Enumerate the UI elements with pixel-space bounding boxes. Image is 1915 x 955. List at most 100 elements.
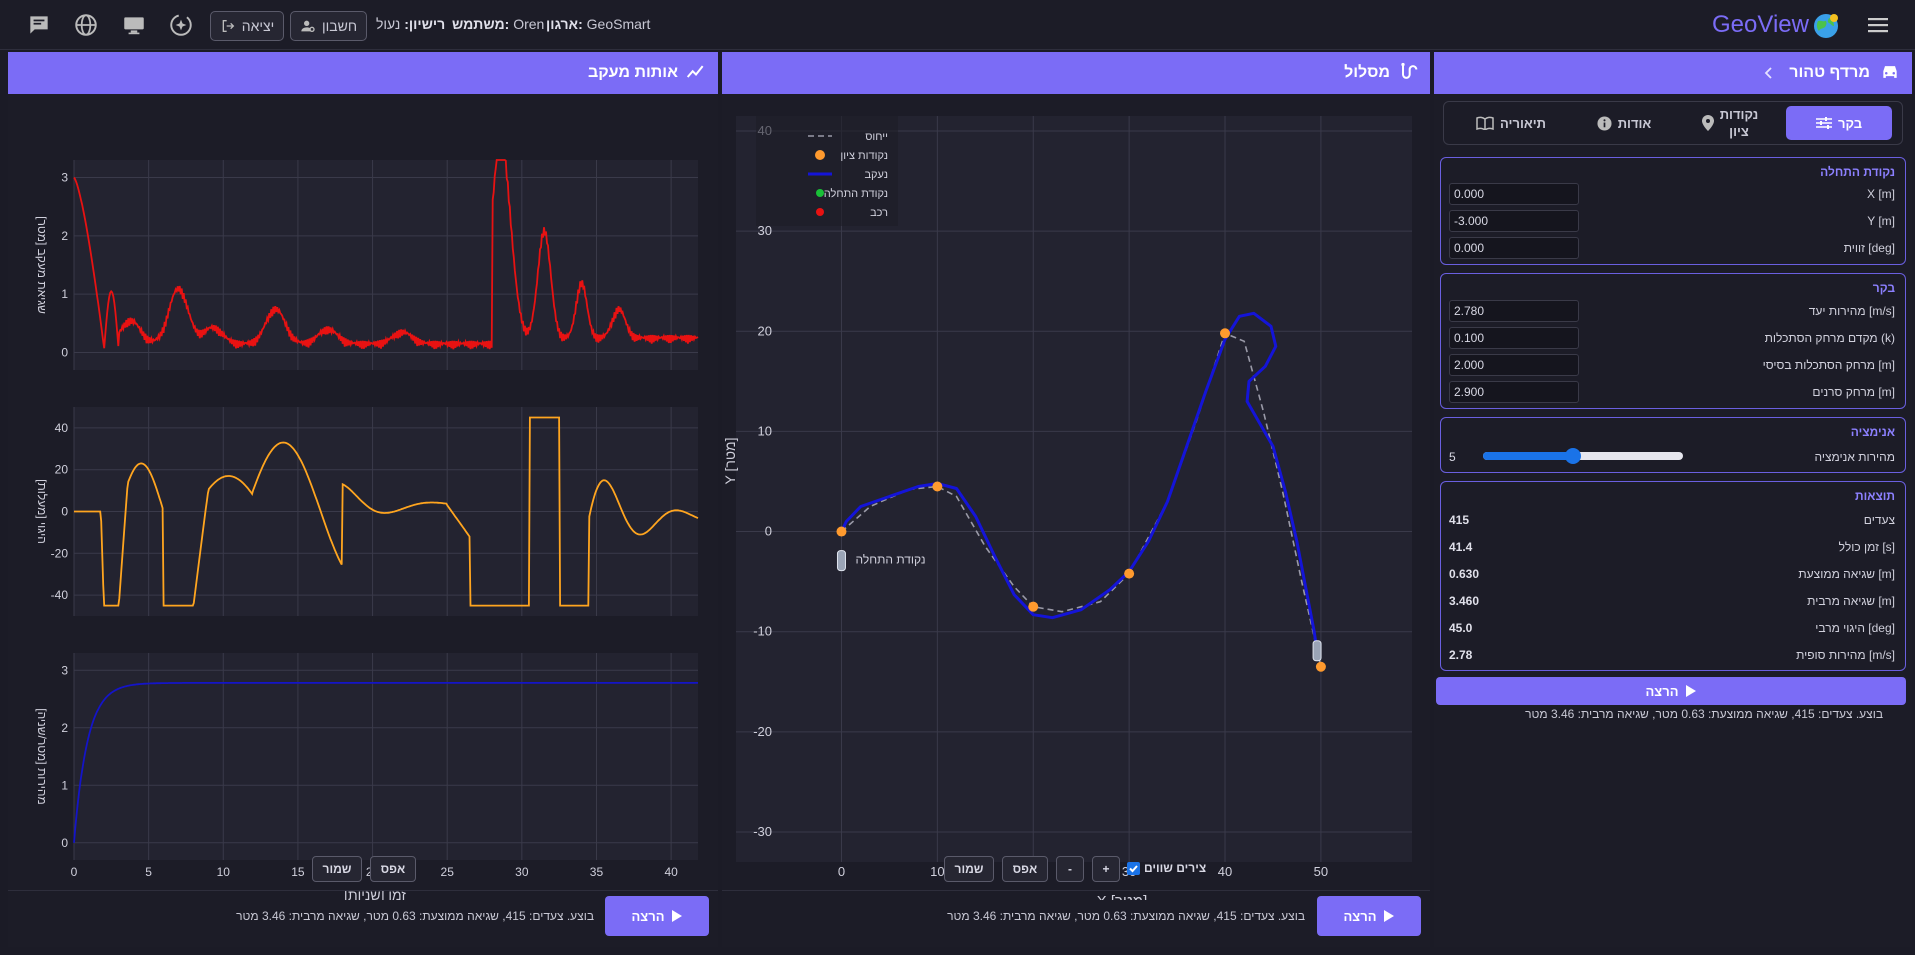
- logout-button[interactable]: יציאה: [210, 11, 284, 41]
- result-mean-error-value: 0.630: [1449, 567, 1480, 581]
- tab-theory[interactable]: תיאוריה: [1456, 106, 1566, 140]
- map-pin-icon: [1701, 115, 1714, 131]
- legend-label: נעקב: [864, 169, 888, 181]
- signals-save-button[interactable]: שמור: [312, 856, 362, 882]
- y-axis-label: Y [מטר]: [722, 437, 738, 484]
- lookahead-gain-input[interactable]: [1449, 327, 1579, 349]
- legend-label: ייחוס: [865, 131, 888, 143]
- signals-charts: זמן [שניות] 0 1 2 3 שגיאת מעקב [מטר] -40 -20 0 2…: [35, 159, 699, 900]
- org-label: ארגון:: [546, 16, 583, 32]
- tab-theory-label: תיאוריה: [1500, 115, 1546, 131]
- slider-thumb[interactable]: [1565, 448, 1581, 464]
- wheelbase-input[interactable]: [1449, 381, 1579, 403]
- result-final-speed-label: מהירות סופית [m/s]: [1796, 648, 1895, 662]
- signals-panel-title: אותות מעקב: [587, 64, 678, 81]
- trend-icon: [686, 65, 704, 78]
- waypoint-marker: [932, 481, 943, 492]
- equal-axes-checkbox[interactable]: [1127, 861, 1140, 875]
- y-tick-label: 0: [61, 505, 68, 519]
- reference-path: [840, 332, 1322, 667]
- zoom-out-button[interactable]: -: [1056, 856, 1084, 882]
- y-tick-label: 1: [61, 287, 68, 301]
- path-run-button[interactable]: הרצה: [1317, 896, 1421, 936]
- controller-group: בקר מהירות יעד [m/s] מקדם מרחק הסתכלות (…: [1440, 273, 1906, 409]
- user-value: Oren: [513, 16, 545, 32]
- signals-reset-button[interactable]: אפס: [370, 856, 416, 882]
- route-icon: [1401, 62, 1418, 79]
- menu-icon[interactable]: [1866, 14, 1890, 36]
- x-tick-label: 25: [441, 865, 455, 879]
- controller-run-button[interactable]: הרצה: [1436, 677, 1906, 705]
- monitor-icon[interactable]: [121, 12, 147, 38]
- controller-title: בקר: [1872, 281, 1895, 295]
- result-steps-value: 415: [1449, 513, 1470, 527]
- x-tick-label: 10: [930, 864, 944, 879]
- y-tick-label: 10: [758, 423, 772, 438]
- info-icon: [1597, 115, 1612, 131]
- tab-controller-label: בקר: [1837, 115, 1863, 131]
- globe-logo-icon: [1814, 14, 1838, 38]
- legend-label: נקודות ציון: [840, 150, 888, 162]
- animation-group: אנימציה מהירות אנימציה 5: [1440, 417, 1906, 473]
- y-tick-label: -20: [51, 546, 69, 560]
- x-tick-label: 10: [217, 865, 231, 879]
- tracking-signals-panel: אותות מעקב זמן [שניות] 0 1 2 3 שגיאת מעקב [מ…: [8, 52, 718, 947]
- result-mean-error-label: שגיאה ממוצעת [m]: [1798, 567, 1895, 581]
- user-settings-icon: [301, 20, 315, 32]
- tab-waypoints[interactable]: נקודות ציון: [1680, 106, 1780, 140]
- result-steps-label: צעדים: [1863, 513, 1895, 527]
- results-group: תוצאות צעדים 415 זמן כולל [s] 41.4 שגיאה…: [1440, 481, 1906, 671]
- globe-icon[interactable]: [73, 12, 99, 38]
- path-chart: 01020304050-30-20-10010203040נקודת התחלה…: [722, 116, 1412, 900]
- x-tick-label: 50: [1314, 864, 1328, 879]
- waypoint-marker: [1124, 568, 1135, 579]
- y-tick-label: 3: [61, 171, 68, 185]
- start-angle-input[interactable]: [1449, 237, 1579, 259]
- controller-panel-title: מרדף טהור: [1789, 64, 1870, 81]
- logout-icon: [222, 20, 234, 32]
- app-logo-text: GeoView: [1712, 11, 1809, 38]
- steering-line: [74, 416, 699, 607]
- user-label: משתמש:: [452, 16, 510, 32]
- time-axis-label: זמן [שניות]: [344, 887, 406, 900]
- start-x-input[interactable]: [1449, 183, 1579, 205]
- path-reset-button[interactable]: אפס: [1002, 856, 1048, 882]
- y-tick-label: 30: [758, 223, 772, 238]
- y-tick-label: 0: [61, 836, 68, 850]
- y-tick-label: 1: [61, 778, 68, 792]
- y-tick-label: 3: [61, 663, 68, 677]
- waypoint-marker: [1315, 661, 1326, 672]
- tab-controller[interactable]: בקר: [1786, 106, 1892, 140]
- base-lookahead-label: מרחק הסתכלות בסיסי [m]: [1762, 358, 1895, 372]
- chevron-left-icon[interactable]: [1764, 67, 1772, 79]
- plot-area: [736, 116, 1412, 862]
- ai-sparkle-icon[interactable]: [168, 12, 194, 38]
- signals-run-button[interactable]: הרצה: [605, 896, 709, 936]
- equal-axes-toggle[interactable]: צירים שווים: [1127, 861, 1206, 875]
- animation-speed-value: 5: [1449, 450, 1456, 464]
- result-max-error-label: שגיאה מרבית [m]: [1807, 594, 1895, 608]
- start-y-input[interactable]: [1449, 210, 1579, 232]
- run-label: הרצה: [1645, 683, 1679, 699]
- path-panel-title: מסלול: [1344, 64, 1390, 81]
- equal-axes-label: צירים שווים: [1144, 861, 1207, 875]
- user-info: משתמש: Oren: [452, 16, 544, 32]
- account-button[interactable]: חשבון: [290, 11, 367, 41]
- tab-about[interactable]: אודות: [1574, 106, 1674, 140]
- controller-panel-header: מרדף טהור: [1434, 52, 1912, 94]
- divider: [8, 890, 718, 891]
- path-save-button[interactable]: שמור: [944, 856, 994, 882]
- zoom-in-button[interactable]: +: [1092, 856, 1120, 882]
- result-max-steer-label: היגוי מרבי [deg]: [1815, 621, 1895, 635]
- x-tick-label: 40: [664, 865, 678, 879]
- book-icon: [1476, 116, 1494, 130]
- target-speed-input[interactable]: [1449, 300, 1579, 322]
- start-x-label: X [m]: [1866, 187, 1895, 201]
- path-panel-header: מסלול: [722, 52, 1430, 94]
- x-tick-label: 30: [515, 865, 529, 879]
- chat-icon[interactable]: [26, 12, 52, 38]
- result-max-steer-value: 45.0: [1449, 621, 1473, 635]
- animation-title: אנימציה: [1850, 425, 1895, 439]
- animation-speed-slider[interactable]: [1483, 448, 1683, 464]
- base-lookahead-input[interactable]: [1449, 354, 1579, 376]
